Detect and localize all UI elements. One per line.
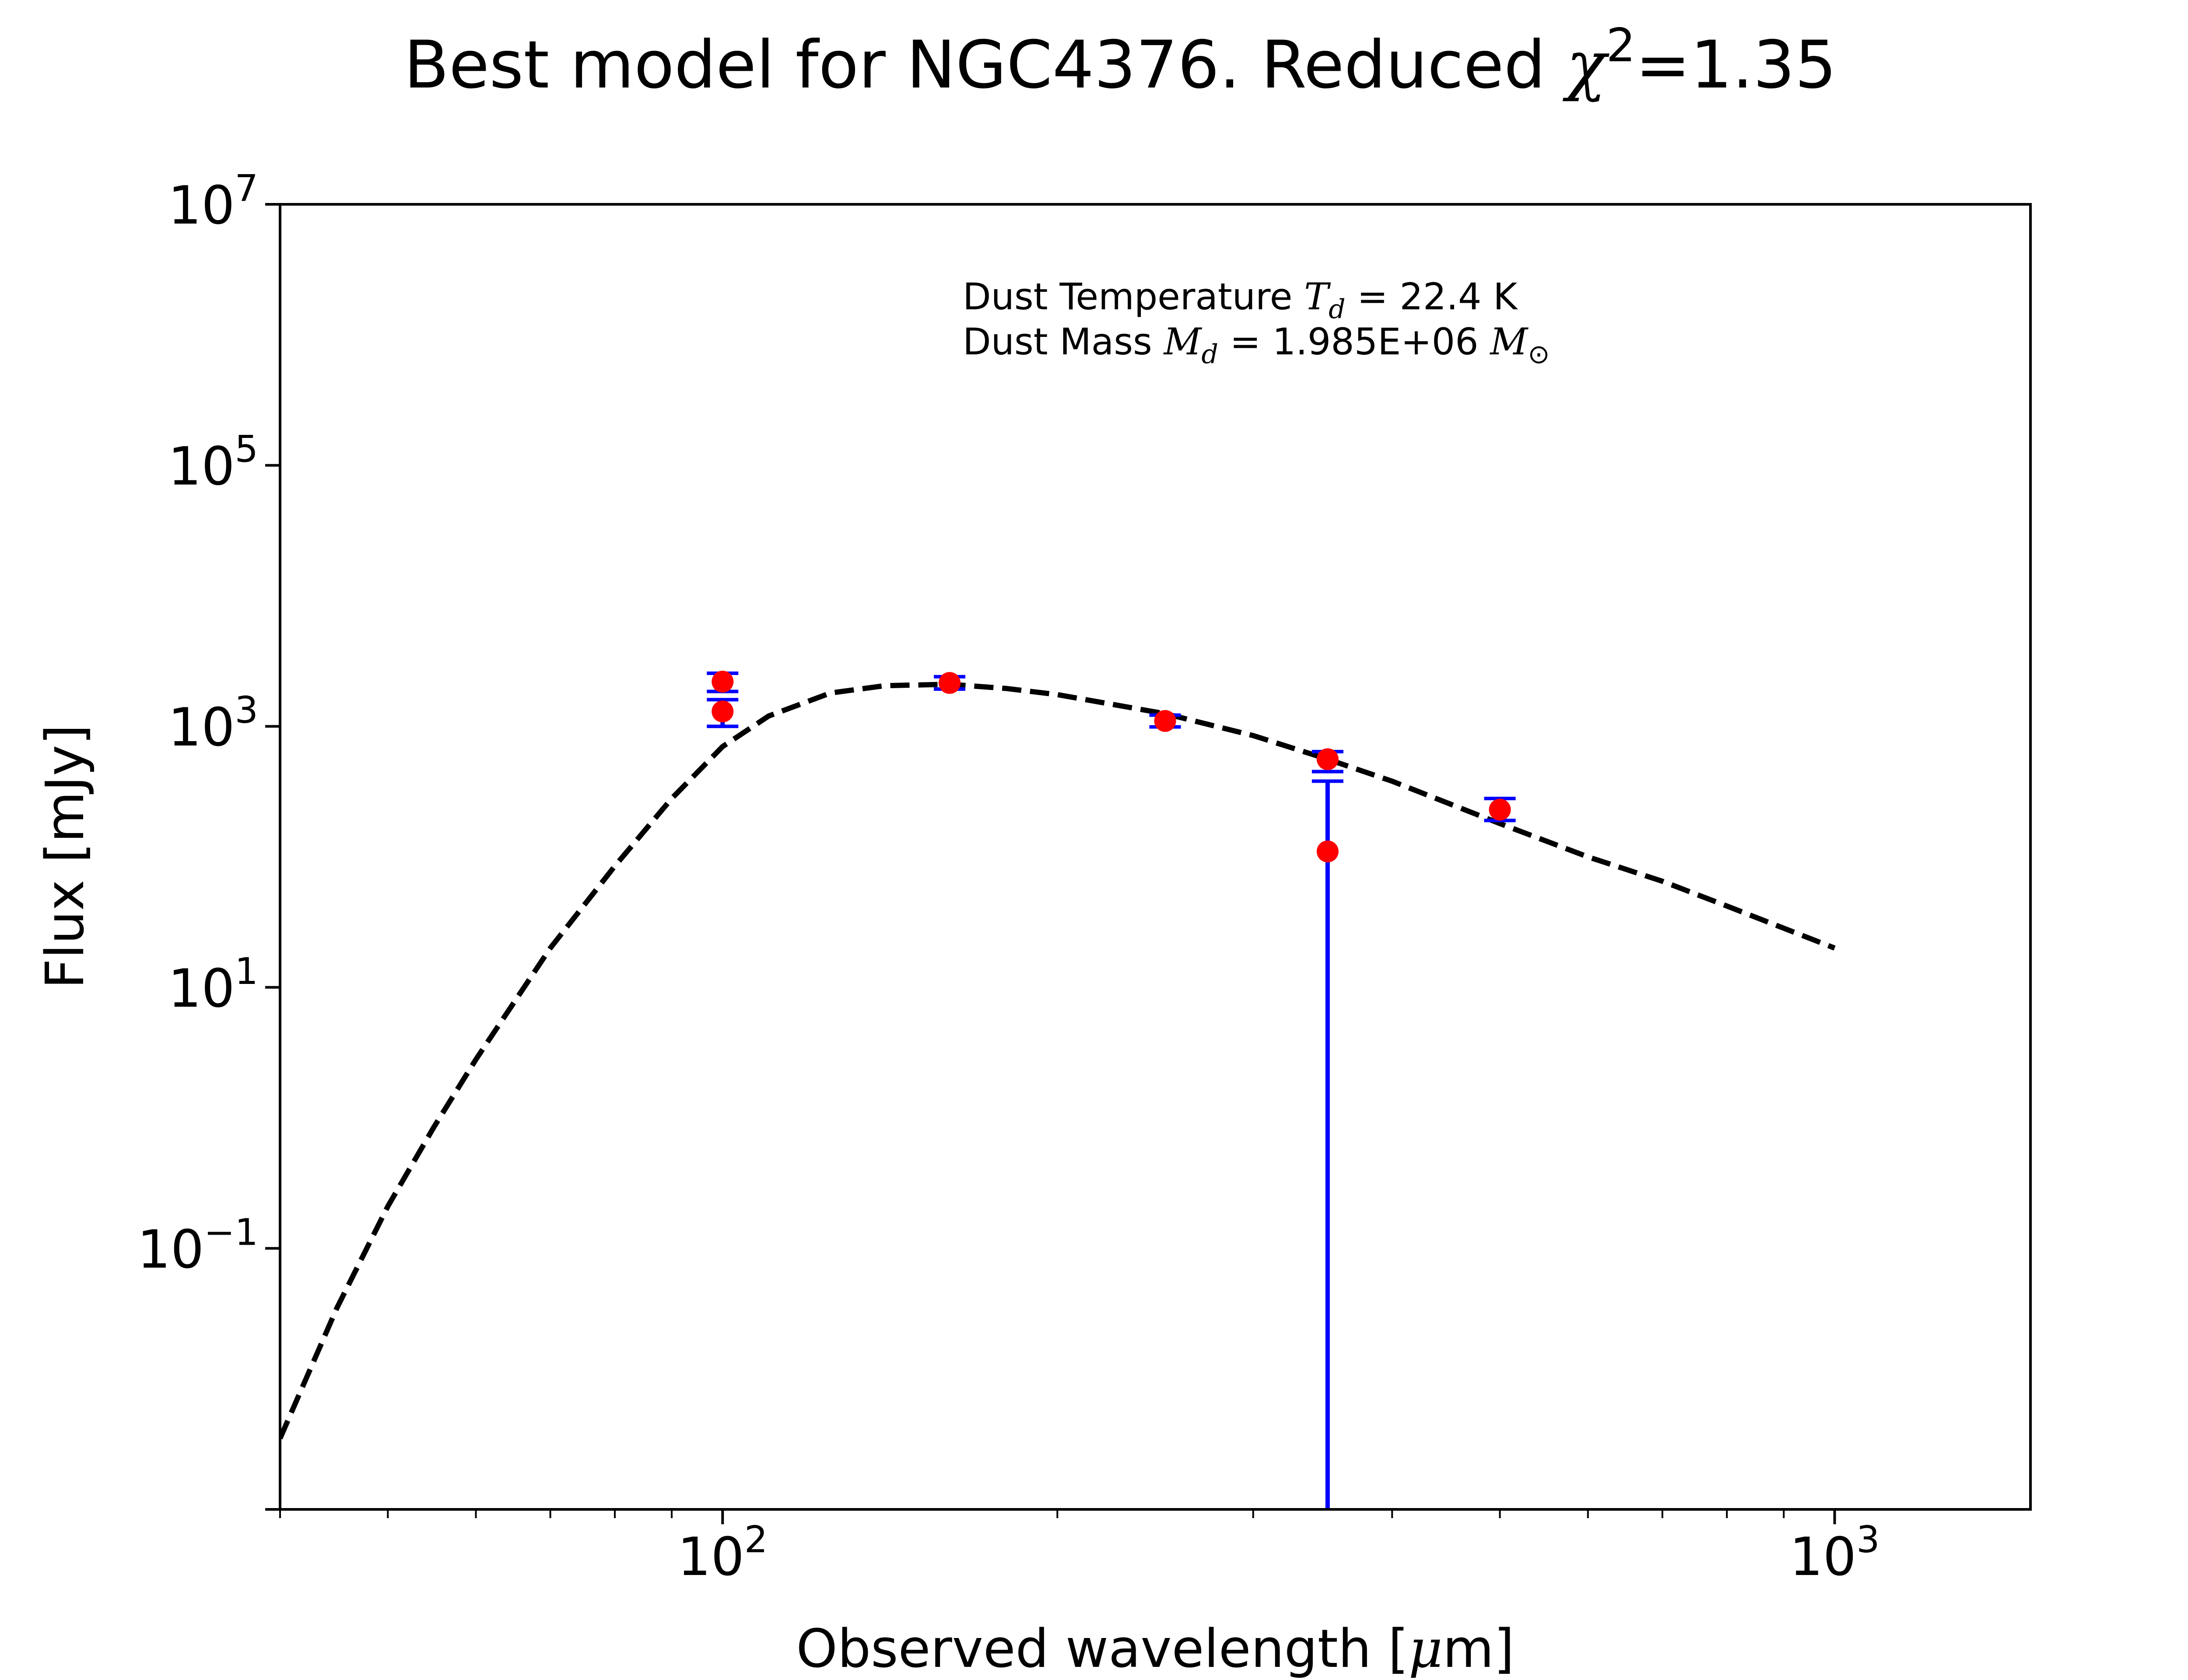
model-curve-layer (280, 682, 1836, 1440)
title-suffix: =1.35 (1635, 27, 1837, 103)
y-tick-label: 10−1 (137, 1211, 258, 1280)
errorbar-layer (707, 671, 1516, 1509)
data-point (1489, 798, 1511, 821)
y-tick-label-exponent: 3 (235, 689, 258, 732)
x-tick-label: 102 (677, 1518, 768, 1588)
x-tick-label-exponent: 2 (744, 1518, 768, 1561)
y-tick-label-exponent: −1 (204, 1211, 258, 1253)
title-chi-exponent: 2 (1606, 19, 1635, 72)
plot-area (280, 671, 1836, 1509)
x-tick-label-base: 10 (677, 1527, 744, 1588)
data-point (1316, 840, 1339, 863)
y-tick-label: 101 (168, 950, 258, 1019)
x-tick-label-base: 10 (1789, 1527, 1856, 1588)
x-tick-label-exponent: 3 (1856, 1518, 1879, 1561)
data-point (1154, 710, 1176, 732)
y-tick-label-base: 10 (137, 1219, 204, 1280)
y-tick-label-base: 10 (168, 959, 235, 1019)
model-curve (280, 682, 1836, 1440)
data-point (712, 700, 734, 723)
data-point (938, 672, 961, 694)
y-tick-label: 103 (168, 689, 258, 758)
y-tick-label-base: 10 (168, 437, 235, 497)
x-axis-ticks: 102 103 (279, 1509, 1880, 1588)
data-point (1316, 748, 1339, 770)
y-tick-label-exponent: 1 (235, 950, 258, 993)
title-prefix: Best model for NGC4376. Reduced (404, 27, 1567, 103)
y-tick-label-base: 10 (168, 697, 235, 758)
y-axis-label: Flux [mJy] (35, 724, 96, 989)
x-axis-label: Observed wavelength [μm] (796, 1619, 1514, 1680)
y-tick-label-exponent: 7 (235, 167, 258, 210)
y-tick-label: 107 (168, 167, 258, 236)
x-tick-label: 103 (1789, 1518, 1879, 1588)
data-point (712, 671, 734, 693)
title-chi: χ (1563, 27, 1610, 103)
data-point-layer (712, 671, 1511, 863)
annotation-temperature: Dust Temperature Td = 22.4 K (963, 275, 1518, 325)
annotation-dust-mass: Dust Mass Md = 1.985E+06 M⊙ (963, 320, 1550, 370)
chart-title: Best model for NGC4376. Reduced χ2=1.35 (404, 19, 1837, 103)
y-tick-label: 105 (168, 428, 258, 497)
y-tick-label-exponent: 5 (235, 428, 258, 471)
axes-frame (279, 203, 2032, 1511)
y-tick-label-base: 10 (168, 175, 235, 236)
